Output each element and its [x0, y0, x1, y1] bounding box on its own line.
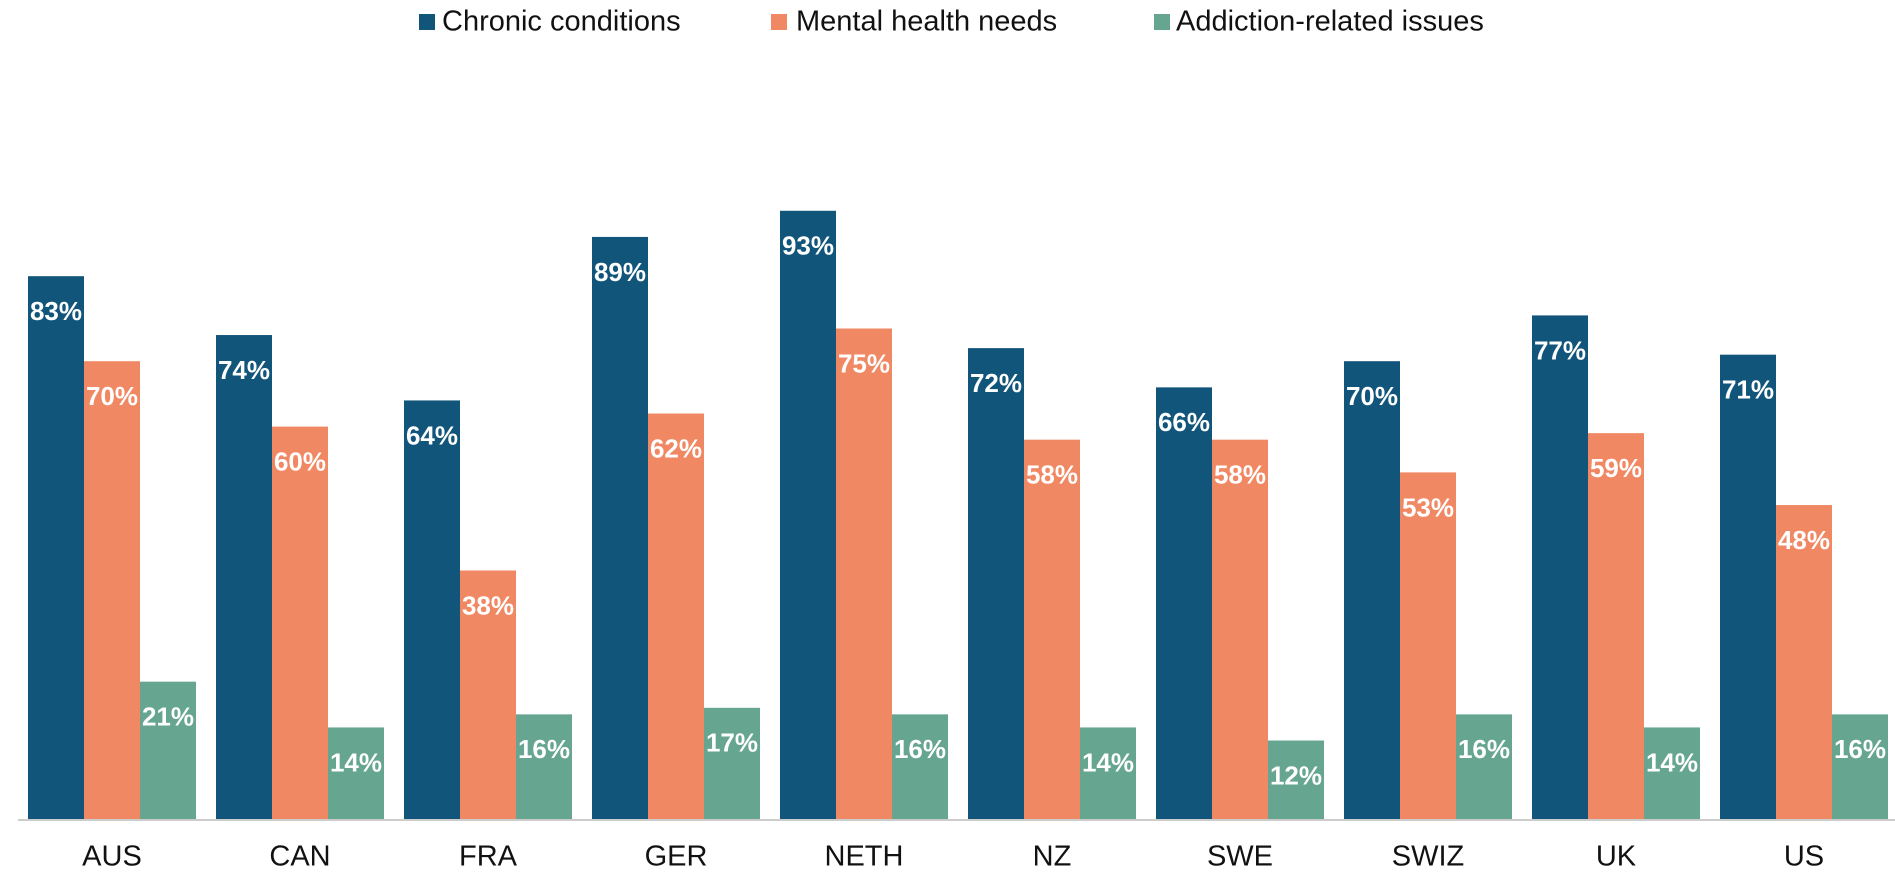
bar: [1776, 505, 1832, 819]
legend-label: Mental health needs: [796, 6, 1057, 38]
bar: [1644, 727, 1700, 819]
data-label: 77%: [1534, 335, 1586, 365]
data-label: 12%: [1270, 760, 1322, 790]
bar: [1720, 354, 1776, 819]
bar: [28, 276, 84, 819]
x-tick-label: GER: [645, 841, 708, 873]
data-label: 48%: [1778, 525, 1830, 555]
bar: [140, 681, 196, 819]
data-label: 14%: [1646, 747, 1698, 777]
data-label: 58%: [1214, 460, 1266, 490]
bar: [1832, 714, 1888, 819]
data-label: 16%: [894, 734, 946, 764]
bar: [592, 236, 648, 819]
legend-swatch: [771, 14, 787, 30]
bar: [1344, 361, 1400, 819]
bar: [404, 400, 460, 819]
data-label: 75%: [838, 348, 890, 378]
bar: [1456, 714, 1512, 819]
data-label: 66%: [1158, 407, 1210, 437]
x-tick-label: SWIZ: [1392, 841, 1465, 873]
x-tick-label: NETH: [825, 841, 904, 873]
legend-swatch: [1154, 14, 1170, 30]
bar: [648, 413, 704, 819]
legend-swatch: [419, 14, 435, 30]
data-label: 89%: [594, 257, 646, 287]
data-label: 16%: [518, 734, 570, 764]
data-label: 53%: [1402, 492, 1454, 522]
data-label: 16%: [1458, 734, 1510, 764]
x-tick-label: NZ: [1033, 841, 1072, 873]
legend-label: Chronic conditions: [442, 6, 681, 38]
bar: [1080, 727, 1136, 819]
data-label: 14%: [1082, 747, 1134, 777]
data-label: 16%: [1834, 734, 1886, 764]
data-label: 70%: [1346, 381, 1398, 411]
bar: [1532, 315, 1588, 819]
bar: [516, 714, 572, 819]
data-label: 72%: [970, 368, 1022, 398]
data-label: 83%: [30, 296, 82, 326]
data-label: 14%: [330, 747, 382, 777]
data-label: 17%: [706, 728, 758, 758]
bar: [216, 335, 272, 819]
bar: [1156, 387, 1212, 819]
bar: [1588, 433, 1644, 819]
bar: [84, 361, 140, 819]
data-label: 64%: [406, 420, 458, 450]
bar: [968, 348, 1024, 819]
data-label: 70%: [86, 381, 138, 411]
bar: [892, 714, 948, 819]
bar: [1212, 439, 1268, 819]
bar: [780, 210, 836, 819]
bar: [1268, 740, 1324, 819]
x-tick-label: US: [1784, 841, 1824, 873]
data-label: 74%: [218, 355, 270, 385]
bar: [836, 328, 892, 819]
x-tick-label: FRA: [459, 841, 518, 873]
data-label: 71%: [1722, 375, 1774, 405]
bar: [704, 707, 760, 819]
bar: [1400, 472, 1456, 819]
data-label: 58%: [1026, 460, 1078, 490]
data-label: 60%: [274, 446, 326, 476]
data-label: 59%: [1590, 453, 1642, 483]
x-tick-label: SWE: [1207, 841, 1273, 873]
bar: [328, 727, 384, 819]
x-tick-label: UK: [1596, 841, 1637, 873]
x-tick-label: CAN: [269, 841, 330, 873]
data-label: 21%: [142, 702, 194, 732]
data-label: 93%: [782, 231, 834, 261]
x-tick-label: AUS: [82, 841, 142, 873]
bar: [1024, 439, 1080, 819]
bar: [460, 570, 516, 819]
data-label: 38%: [462, 590, 514, 620]
legend-label: Addiction-related issues: [1176, 6, 1484, 38]
data-label: 62%: [650, 433, 702, 463]
bar: [272, 426, 328, 819]
